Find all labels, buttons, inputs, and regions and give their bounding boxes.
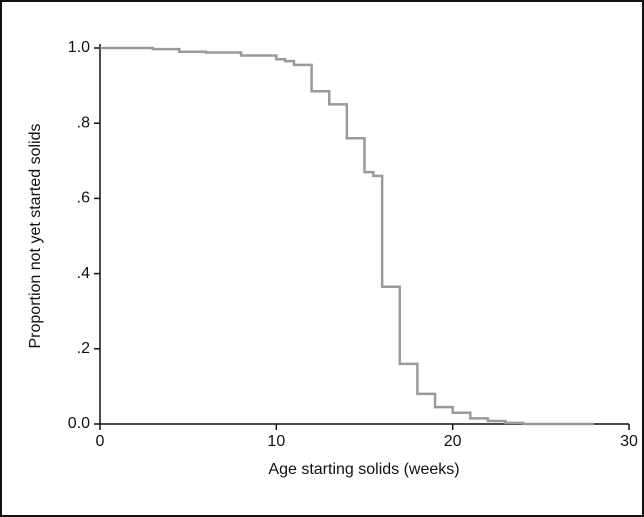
survival-curve bbox=[100, 46, 594, 426]
y-tick-label: .2 bbox=[77, 340, 90, 357]
x-tick-label: 20 bbox=[444, 433, 462, 450]
x-tick-label: 30 bbox=[620, 433, 638, 450]
y-tick-label: 0.0 bbox=[68, 415, 90, 432]
x-axis-title: Age starting solids (weeks) bbox=[268, 461, 459, 478]
y-axis-title: Proportion not yet started solids bbox=[27, 123, 44, 348]
y-tick-label: .4 bbox=[77, 265, 90, 282]
y-tick-label: .6 bbox=[77, 190, 90, 207]
x-tick-label: 0 bbox=[96, 433, 105, 450]
y-tick-label: 1.0 bbox=[68, 39, 90, 56]
x-tick-label: 10 bbox=[267, 433, 285, 450]
y-tick-label: .8 bbox=[77, 114, 90, 131]
